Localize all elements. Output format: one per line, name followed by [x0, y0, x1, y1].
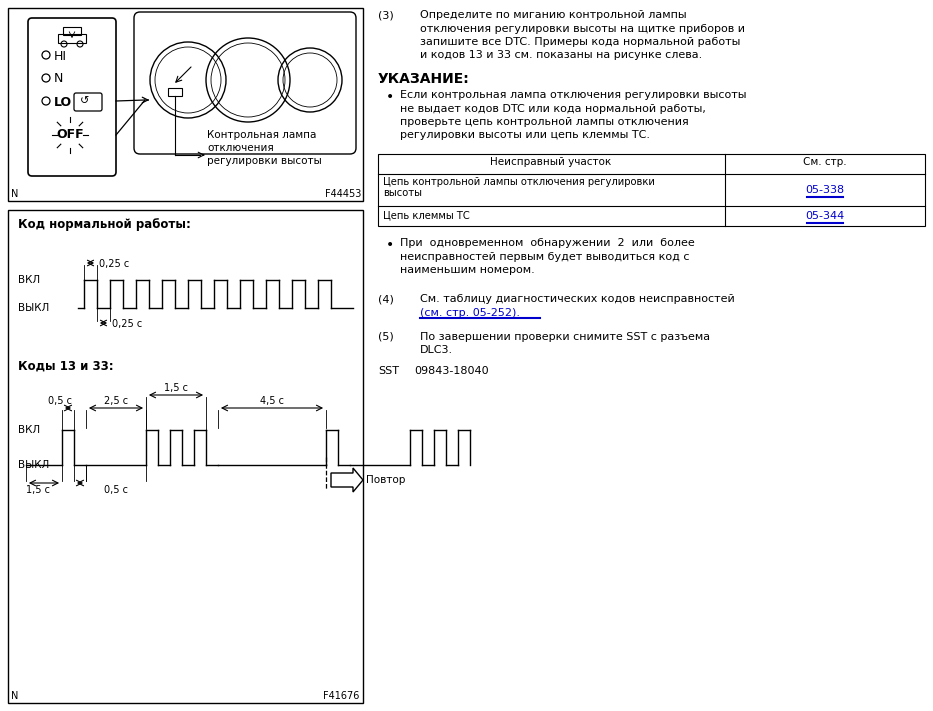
Text: N: N — [54, 73, 63, 85]
Text: высоты: высоты — [383, 188, 422, 198]
Text: Код нормальной работы:: Код нормальной работы: — [18, 218, 191, 231]
Polygon shape — [331, 468, 363, 492]
Text: См. таблицу диагностических кодов неисправностей: См. таблицу диагностических кодов неиспр… — [420, 294, 735, 304]
Text: •: • — [386, 90, 395, 104]
Text: неисправностей первым будет выводиться код с: неисправностей первым будет выводиться к… — [400, 252, 689, 262]
Text: (3): (3) — [378, 10, 394, 20]
Text: Повтор: Повтор — [366, 475, 405, 485]
Text: Контрольная лампа: Контрольная лампа — [207, 130, 316, 140]
Text: ВЫКЛ: ВЫКЛ — [18, 303, 49, 313]
Text: Определите по миганию контрольной лампы: Определите по миганию контрольной лампы — [420, 10, 687, 20]
Text: См. стр.: См. стр. — [803, 157, 847, 167]
Text: (4): (4) — [378, 294, 394, 304]
Text: 05-344: 05-344 — [805, 211, 844, 221]
Bar — [8, 8, 363, 201]
Text: проверьте цепь контрольной лампы отключения: проверьте цепь контрольной лампы отключе… — [400, 117, 689, 127]
Text: ↺: ↺ — [80, 96, 90, 106]
Text: SST: SST — [378, 366, 399, 377]
Text: ВКЛ: ВКЛ — [18, 275, 40, 285]
Text: 4,5 с: 4,5 с — [260, 396, 284, 406]
Text: отключения: отключения — [207, 143, 273, 153]
Text: 1,5 с: 1,5 с — [26, 485, 50, 495]
Text: N: N — [11, 189, 19, 199]
Text: 05-338: 05-338 — [805, 185, 844, 195]
Text: наименьшим номером.: наименьшим номером. — [400, 265, 535, 275]
Bar — [63, 27, 81, 35]
Text: N: N — [11, 691, 19, 701]
Text: регулировки высоты: регулировки высоты — [207, 156, 322, 166]
Text: 09843-18040: 09843-18040 — [414, 366, 489, 377]
Text: Цепь клеммы ТС: Цепь клеммы ТС — [383, 210, 469, 220]
Text: F44453: F44453 — [325, 189, 361, 199]
Text: •: • — [386, 238, 395, 252]
Text: DLC3.: DLC3. — [420, 345, 453, 355]
Bar — [168, 88, 182, 96]
Text: F41676: F41676 — [323, 691, 359, 701]
Text: и кодов 13 и 33 см. показаны на рисунке слева.: и кодов 13 и 33 см. показаны на рисунке … — [420, 50, 703, 60]
Text: 2,5 с: 2,5 с — [104, 396, 128, 406]
Text: 0,5 с: 0,5 с — [104, 485, 128, 495]
Text: Неисправный участок: Неисправный участок — [491, 157, 612, 167]
Bar — [378, 154, 925, 226]
Text: 0,25 с: 0,25 с — [99, 259, 130, 269]
Text: При  одновременном  обнаружении  2  или  более: При одновременном обнаружении 2 или боле… — [400, 238, 695, 248]
Text: (см. стр. 05-252).: (см. стр. 05-252). — [420, 308, 520, 318]
Text: Если контрольная лампа отключения регулировки высоты: Если контрольная лампа отключения регули… — [400, 90, 746, 100]
Text: УКАЗАНИЕ:: УКАЗАНИЕ: — [378, 72, 469, 86]
Text: (5): (5) — [378, 331, 394, 341]
Text: 0,5 с: 0,5 с — [48, 396, 72, 406]
Text: 1,5 с: 1,5 с — [164, 383, 188, 393]
Text: HI: HI — [54, 50, 67, 63]
Text: ВКЛ: ВКЛ — [18, 425, 40, 435]
Text: Коды 13 и 33:: Коды 13 и 33: — [18, 360, 114, 373]
Text: 0,25 с: 0,25 с — [112, 319, 142, 329]
Text: OFF: OFF — [56, 129, 84, 141]
Text: не выдает кодов DTC или кода нормальной работы,: не выдает кодов DTC или кода нормальной … — [400, 104, 706, 114]
Text: LO: LO — [54, 95, 72, 109]
Text: По завершении проверки снимите SST с разъема: По завершении проверки снимите SST с раз… — [420, 331, 710, 341]
Text: Цепь контрольной лампы отключения регулировки: Цепь контрольной лампы отключения регули… — [383, 177, 655, 187]
Text: отключения регулировки высоты на щитке приборов и: отключения регулировки высоты на щитке п… — [420, 23, 745, 33]
Bar — [58, 34, 86, 43]
Text: ВЫКЛ: ВЫКЛ — [18, 460, 49, 470]
Bar — [8, 210, 363, 703]
Text: регулировки высоты или цепь клеммы ТС.: регулировки высоты или цепь клеммы ТС. — [400, 131, 650, 141]
Text: запишите все DTC. Примеры кода нормальной работы: запишите все DTC. Примеры кода нормально… — [420, 37, 741, 47]
